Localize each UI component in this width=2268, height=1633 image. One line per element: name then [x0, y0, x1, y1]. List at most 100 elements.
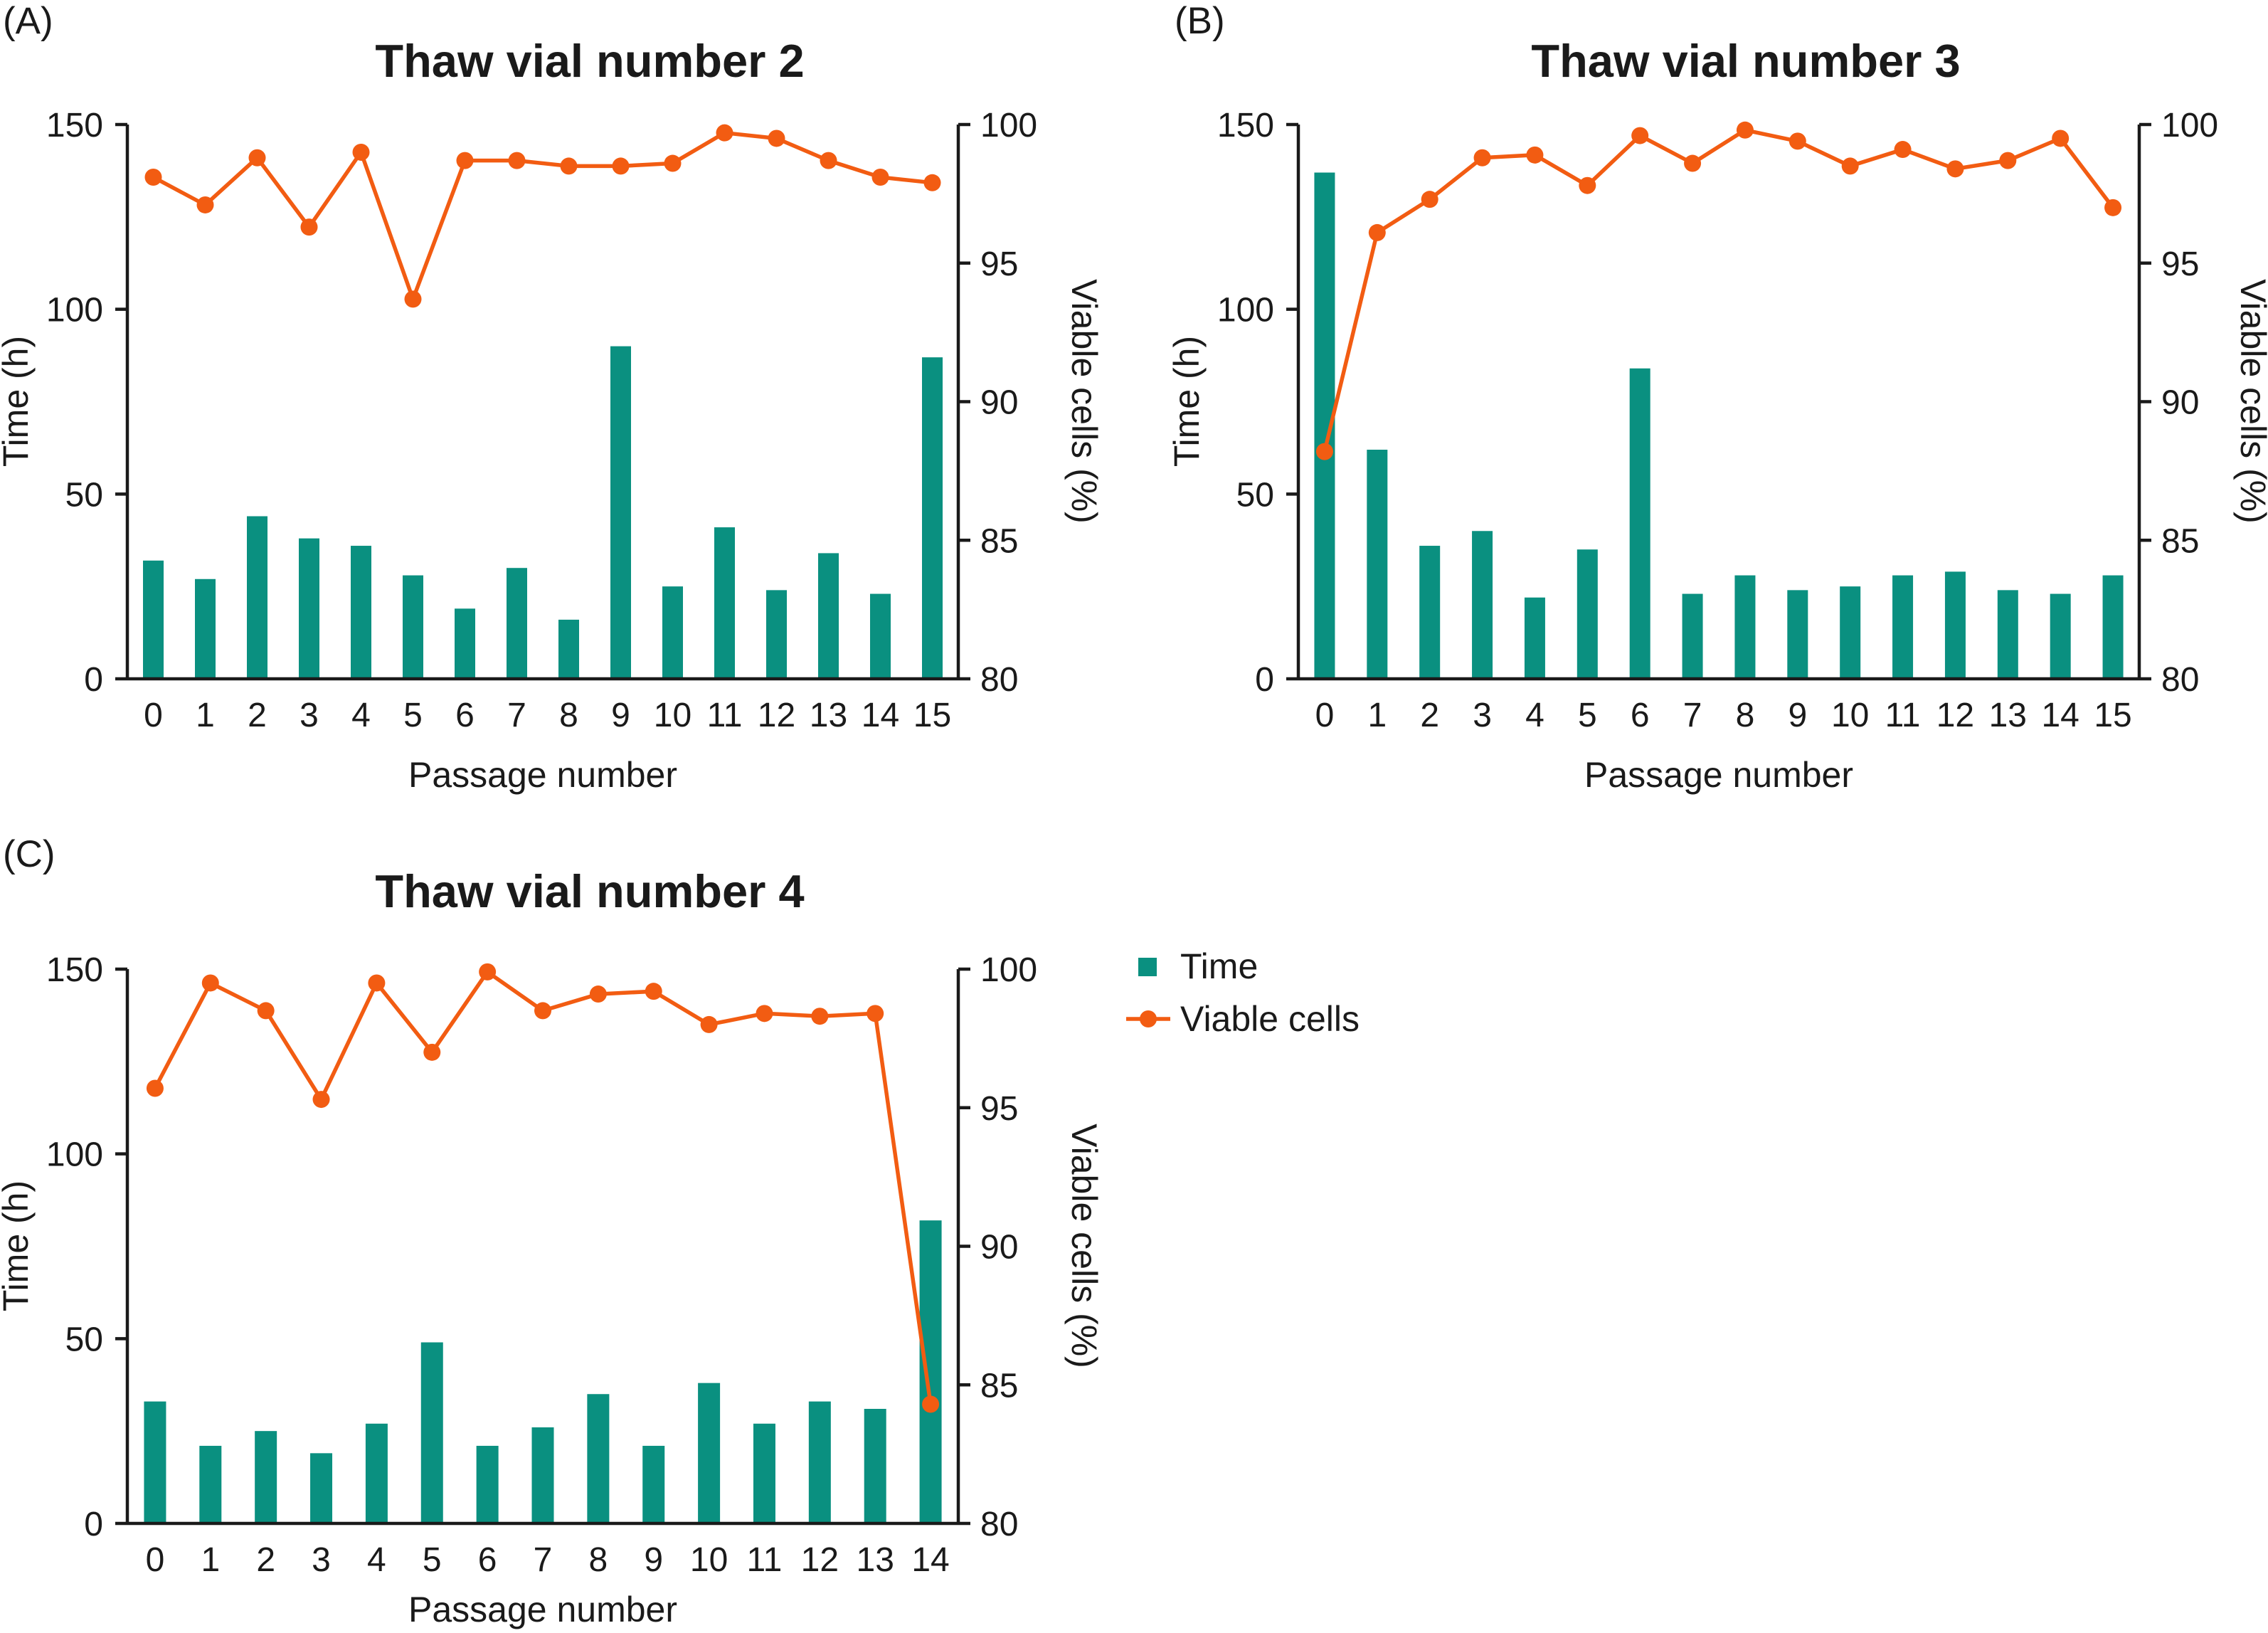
panel-b-viable-point-p12	[1946, 160, 1964, 178]
panel-b-x-tick-label-0: 0	[1315, 697, 1335, 734]
panel-b-time-bar-p8	[1734, 575, 1756, 679]
panel-b-x-tick-label-15: 15	[2094, 697, 2131, 734]
panel-b-time-bar-p10	[1840, 586, 1861, 679]
panel-c-time-bar-p9	[642, 1445, 665, 1523]
panel-b-viable-point-p15	[2104, 199, 2122, 216]
panel-c-right-tick-label-100: 100	[980, 951, 1037, 989]
panel-c-x-tick-label-3: 3	[312, 1541, 331, 1579]
panel-a-viable-point-p2	[248, 149, 266, 167]
panel-a-viable-point-p4	[352, 143, 370, 161]
panel-b-right-tick-label-95: 95	[2161, 245, 2199, 283]
panel-a-x-tick-label-12: 12	[758, 697, 795, 734]
panel-b-x-tick-label-13: 13	[1989, 697, 2027, 734]
panel-a-time-bar-p13	[818, 553, 839, 679]
panel-c-time-bar-p7	[531, 1427, 554, 1523]
panel-b-right-tick-label-80: 80	[2161, 661, 2199, 699]
panel-b-right-tick-label-100: 100	[2161, 107, 2218, 144]
panel-c-viable-point-p14	[922, 1395, 940, 1413]
panel-c-x-tick-label-6: 6	[478, 1541, 497, 1579]
panel-c-time-bar-p13	[864, 1409, 886, 1523]
panel-a-x-tick-label-1: 1	[196, 697, 215, 734]
panel-c-x-tick-label-12: 12	[801, 1541, 839, 1579]
panel-b-time-bar-p5	[1577, 549, 1598, 679]
panel-c-time-bar-p12	[808, 1401, 831, 1523]
panel-c-viable-point-p2	[257, 1002, 275, 1020]
panel-a-x-tick-label-6: 6	[455, 697, 475, 734]
panel-b-left-tick-label-0: 0	[1255, 661, 1274, 699]
panel-c-left-tick-label-0: 0	[84, 1506, 103, 1543]
panel-c-viable-point-p1	[201, 974, 219, 992]
panel-a-time-bar-p7	[507, 568, 527, 679]
panel-c-title: Thaw vial number 4	[375, 865, 804, 917]
panel-c-viable-point-p13	[867, 1005, 884, 1022]
panel-b-x-tick-label-6: 6	[1631, 697, 1650, 734]
panel-c-x-tick-label-10: 10	[690, 1541, 728, 1579]
panel-a-x-tick-label-13: 13	[810, 697, 847, 734]
panel-a-x-tick-label-4: 4	[351, 697, 371, 734]
panel-b-yaxis-right-title: Viable cells (%)	[2233, 279, 2268, 524]
panel-c-viable-point-p9	[645, 983, 662, 1000]
panel-c-x-tick-label-7: 7	[534, 1541, 553, 1579]
panel-c-time-bar-p2	[255, 1431, 277, 1523]
panel-b-viable-point-p13	[1999, 152, 2017, 169]
panel-a-letter: (A)	[3, 0, 53, 42]
panel-c-x-tick-label-14: 14	[911, 1541, 949, 1579]
panel-c-letter: (C)	[3, 833, 55, 875]
panel-a-viable-point-p11	[716, 124, 733, 142]
panel-a-time-bar-p12	[766, 590, 787, 679]
panel-c-viable-point-p3	[312, 1091, 330, 1109]
panel-c-yaxis-left-title: Time (h)	[0, 1180, 36, 1311]
panel-c-x-tick-label-2: 2	[256, 1541, 275, 1579]
panel-a-yaxis-left-title: Time (h)	[0, 336, 36, 467]
panel-b-x-tick-label-9: 9	[1788, 697, 1807, 734]
panel-b-left-tick-label-50: 50	[1236, 476, 1274, 514]
panel-a-viable-point-p9	[612, 157, 630, 175]
panel-b-x-tick-label-2: 2	[1420, 697, 1439, 734]
panel-a-x-tick-label-8: 8	[559, 697, 578, 734]
panel-b-viable-point-p14	[2052, 130, 2070, 147]
panel-b-left-tick-label-100: 100	[1217, 292, 1274, 329]
panel-c-right-tick-label-95: 95	[980, 1090, 1018, 1128]
legend-viable-dot	[1140, 1010, 1157, 1027]
panel-b-viable-point-p10	[1841, 157, 1859, 175]
panel-a-yaxis-right-title: Viable cells (%)	[1064, 279, 1104, 524]
panel-a-time-bar-p1	[195, 578, 216, 679]
panel-c-time-bar-p3	[310, 1453, 333, 1523]
panel-c-time-bar-p0	[144, 1401, 166, 1523]
panel-a-time-bar-p11	[714, 527, 735, 679]
panel-b-right-tick-label-90: 90	[2161, 384, 2199, 422]
panel-b-x-tick-label-10: 10	[1831, 697, 1869, 734]
panel-a-viable-point-p10	[664, 154, 682, 172]
legend-time-label: Time	[1180, 946, 1258, 986]
panel-b-viable-point-p7	[1684, 154, 1702, 172]
panel-a-time-bar-p5	[403, 575, 423, 679]
panel-a-viable-point-p7	[508, 152, 526, 169]
panel-a-x-tick-label-10: 10	[654, 697, 691, 734]
panel-c-viable-point-p5	[423, 1043, 441, 1061]
panel-a-x-tick-label-0: 0	[144, 697, 163, 734]
panel-c-x-tick-label-1: 1	[201, 1541, 220, 1579]
panel-a-x-tick-label-2: 2	[248, 697, 267, 734]
panel-b-time-bar-p13	[1997, 590, 2018, 679]
panel-b-viable-line	[1323, 128, 2115, 453]
panel-c-time-bar-p4	[365, 1423, 388, 1523]
panel-b-time-bar-p6	[1629, 368, 1650, 679]
panel-b-yaxis-left-title: Time (h)	[1167, 336, 1207, 467]
panel-b-x-tick-label-7: 7	[1683, 697, 1702, 734]
panel-a-xaxis-title: Passage number	[408, 755, 677, 795]
panel-a-time-bar-p2	[247, 516, 267, 679]
panel-c-time-bar-p1	[199, 1445, 222, 1523]
panel-b-time-bar-p2	[1419, 546, 1441, 679]
panel-a-viable-point-p5	[404, 290, 422, 308]
panel-a-right-tick-label-90: 90	[980, 384, 1018, 422]
panel-c-viable-point-p8	[589, 985, 607, 1003]
panel-b-time-bar-p4	[1524, 597, 1545, 679]
panel-a-left-tick-label-0: 0	[84, 661, 103, 699]
panel-a-viable-point-p15	[923, 174, 941, 191]
panel-b-x-tick-label-12: 12	[1936, 697, 1974, 734]
panel-c-viable-point-p4	[368, 974, 386, 992]
panel-a-time-bar-p3	[299, 538, 319, 679]
panel-a-time-bar-p15	[922, 357, 943, 679]
